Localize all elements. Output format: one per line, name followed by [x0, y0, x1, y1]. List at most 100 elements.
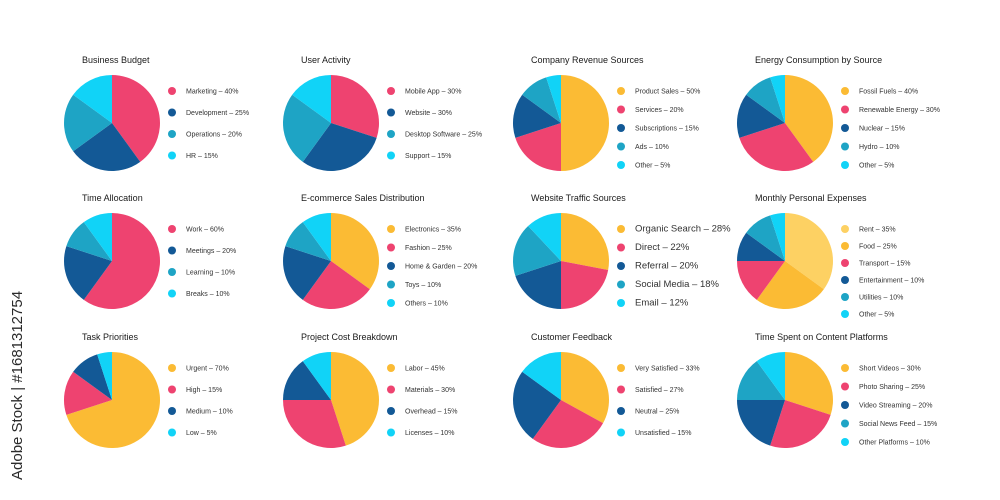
task-priorities-slice-low: [97, 352, 112, 400]
company-revenue-sources-slice-subscriptions: [513, 94, 561, 138]
energy-consumption-by-source-slice-hydro: [746, 77, 785, 123]
customer-feedback-chart: Customer Feedback Very Satisfied – 33% Sat…: [513, 332, 700, 448]
company-revenue-sources-slice-ads: [522, 77, 561, 123]
task-priorities-title: Task Priorities: [82, 332, 139, 342]
time-spent-on-content-platforms-legend-label: Video Streaming – 20%: [859, 403, 932, 410]
e-commerce-sales-distribution-slice-fashion: [302, 261, 370, 309]
project-cost-breakdown-legend-label: Labor – 45%: [405, 366, 445, 373]
task-priorities-legend-dot: [168, 364, 176, 372]
project-cost-breakdown-slice-licenses: [302, 352, 331, 400]
website-traffic-sources-slice-organic-search: [561, 213, 609, 270]
time-spent-on-content-platforms-legend-dot: [841, 364, 849, 372]
energy-consumption-by-source-slice-nuclear: [737, 94, 785, 138]
time-allocation-title: Time Allocation: [82, 193, 143, 203]
business-budget-title: Business Budget: [82, 55, 150, 65]
business-budget-legend-dot: [168, 151, 176, 160]
task-priorities-legend-label: Low – 5%: [186, 430, 217, 437]
task-priorities-legend-dot: [168, 407, 176, 415]
project-cost-breakdown-legend-dot: [387, 385, 395, 394]
e-commerce-sales-distribution-slice-electronics: [331, 213, 379, 290]
company-revenue-sources-legend-dot: [617, 105, 625, 114]
customer-feedback-legend-dot: [617, 407, 625, 415]
website-traffic-sources-slice-direct: [561, 261, 609, 309]
monthly-personal-expenses-slice-food: [756, 261, 824, 309]
time-allocation-legend-label: Learning – 10%: [186, 270, 235, 277]
time-allocation-legend-label: Meetings – 20%: [186, 248, 236, 255]
time-spent-on-content-platforms-slice-other-platforms: [756, 352, 785, 400]
energy-consumption-by-source-legend-label: Nuclear – 15%: [859, 126, 905, 133]
user-activity-legend-label: Support – 15%: [405, 153, 451, 160]
business-budget-legend-label: Marketing – 40%: [186, 89, 239, 96]
monthly-personal-expenses-slice-utilities: [746, 215, 785, 261]
user-activity-legend-dot: [387, 130, 395, 138]
customer-feedback-slice-very-satisfied: [561, 352, 609, 424]
time-allocation-legend-dot: [168, 289, 176, 298]
e-commerce-sales-distribution-legend-dot: [387, 280, 395, 289]
energy-consumption-by-source-legend-dot: [841, 124, 849, 132]
company-revenue-sources-slice-product-sales: [561, 75, 609, 171]
time-spent-on-content-platforms-legend-dot: [841, 382, 849, 391]
time-spent-on-content-platforms-slice-photo-sharing: [770, 400, 831, 448]
website-traffic-sources-legend-label: Referral – 20%: [635, 261, 699, 272]
website-traffic-sources-slice-email: [528, 213, 561, 261]
energy-consumption-by-source-legend-dot: [841, 105, 849, 114]
customer-feedback-slice-unsatisfied: [522, 352, 561, 400]
customer-feedback-legend-dot: [617, 364, 625, 372]
customer-feedback-slice-satisfied: [532, 400, 604, 448]
energy-consumption-by-source-title: Energy Consumption by Source: [755, 55, 882, 65]
task-priorities-slice-high: [64, 371, 112, 415]
website-traffic-sources-legend-label: Direct – 22%: [635, 242, 690, 253]
company-revenue-sources-legend-label: Product Sales – 50%: [635, 89, 700, 96]
company-revenue-sources-legend-label: Other – 5%: [635, 163, 670, 170]
business-budget-legend-label: Development – 25%: [186, 110, 249, 117]
energy-consumption-by-source-legend-label: Hydro – 10%: [859, 144, 899, 151]
time-spent-on-content-platforms-legend-label: Other Platforms – 10%: [859, 440, 930, 447]
company-revenue-sources-legend-dot: [617, 87, 625, 95]
website-traffic-sources-legend-label: Social Media – 18%: [635, 279, 720, 290]
monthly-personal-expenses-chart: Monthly Personal Expenses Rent – 35% Food …: [737, 193, 924, 319]
time-spent-on-content-platforms-title: Time Spent on Content Platforms: [755, 332, 888, 342]
time-allocation-slice-meetings: [64, 246, 112, 300]
time-allocation-legend-dot: [168, 268, 176, 276]
project-cost-breakdown-slice-materials: [283, 400, 346, 448]
task-priorities-legend-label: Medium – 10%: [186, 409, 233, 416]
energy-consumption-by-source-legend-label: Fossil Fuels – 40%: [859, 89, 918, 96]
time-spent-on-content-platforms-legend-dot: [841, 401, 849, 409]
monthly-personal-expenses-legend-label: Transport – 15%: [859, 261, 911, 268]
time-allocation-legend-dot: [168, 225, 176, 233]
monthly-personal-expenses-legend-label: Entertainment – 10%: [859, 278, 924, 285]
e-commerce-sales-distribution-slice-toys: [285, 222, 331, 261]
monthly-personal-expenses-legend-label: Food – 25%: [859, 244, 897, 251]
task-priorities-legend-dot: [168, 428, 176, 437]
website-traffic-sources-legend-dot: [617, 280, 625, 289]
website-traffic-sources-legend-label: Email – 12%: [635, 298, 689, 309]
monthly-personal-expenses-legend-dot: [841, 276, 849, 284]
energy-consumption-by-source-legend-label: Other – 5%: [859, 163, 894, 170]
time-spent-on-content-platforms-slice-video-streaming: [737, 400, 785, 446]
e-commerce-sales-distribution-chart: E-commerce Sales Distribution Electronics…: [283, 193, 477, 309]
customer-feedback-legend-label: Very Satisfied – 33%: [635, 366, 700, 373]
company-revenue-sources-legend-label: Ads – 10%: [635, 144, 669, 151]
company-revenue-sources-legend-dot: [617, 142, 625, 151]
time-spent-on-content-platforms-legend-label: Short Videos – 30%: [859, 366, 921, 373]
e-commerce-sales-distribution-slice-home-garden: [283, 246, 331, 300]
user-activity-slice-website: [302, 123, 377, 171]
task-priorities-legend-label: Urgent – 70%: [186, 366, 229, 373]
monthly-personal-expenses-slice-transport: [737, 261, 785, 300]
website-traffic-sources-legend-dot: [617, 225, 625, 233]
e-commerce-sales-distribution-legend-dot: [387, 225, 395, 233]
time-spent-on-content-platforms-slice-social-news-feed: [737, 361, 785, 400]
time-spent-on-content-platforms-chart: Time Spent on Content Platforms Short Vid…: [737, 332, 937, 448]
company-revenue-sources-chart: Company Revenue Sources Product Sales – 5…: [513, 55, 700, 171]
project-cost-breakdown-title: Project Cost Breakdown: [301, 332, 398, 342]
website-traffic-sources-slice-referral: [515, 261, 561, 309]
user-activity-legend-label: Mobile App – 30%: [405, 89, 461, 96]
business-budget-legend-dot: [168, 87, 176, 95]
customer-feedback-title: Customer Feedback: [531, 332, 613, 342]
energy-consumption-by-source-slice-other: [770, 75, 785, 123]
e-commerce-sales-distribution-legend-label: Fashion – 25%: [405, 245, 452, 252]
website-traffic-sources-slice-social-media: [513, 226, 561, 276]
time-allocation-legend-dot: [168, 246, 176, 255]
company-revenue-sources-title: Company Revenue Sources: [531, 55, 644, 65]
